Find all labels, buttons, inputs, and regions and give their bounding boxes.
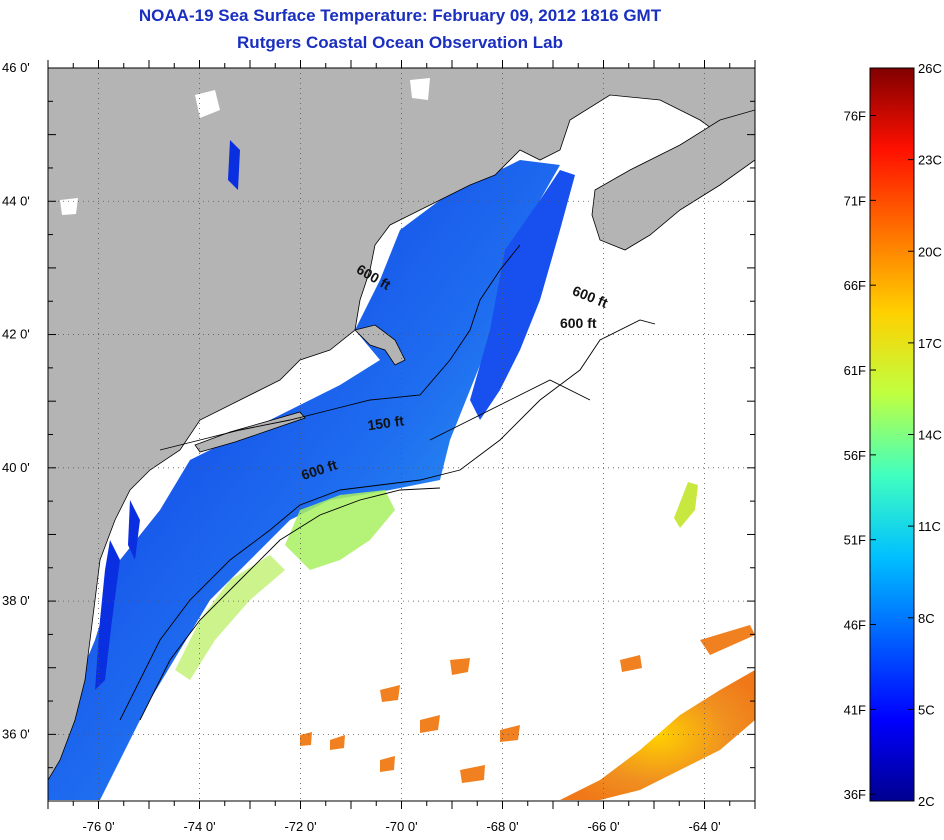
lon-tick-label: -72 0' xyxy=(284,819,316,834)
lon-tick-label: -64 0' xyxy=(688,819,720,834)
sst-slope-band xyxy=(175,555,285,680)
axis-ticks xyxy=(47,60,756,809)
colorbar-celsius-label: 23C xyxy=(918,153,942,168)
colorbar-celsius-label: 11C xyxy=(918,519,941,534)
sst-warm-eddy xyxy=(674,482,698,528)
map-subtitle: Rutgers Coastal Ocean Observation Lab xyxy=(237,33,563,52)
colorbar-fahrenheit-label: 46F xyxy=(844,618,866,633)
colorbar-celsius-label: 5C xyxy=(918,702,935,717)
longitude-labels: -76 0' -74 0' -72 0' -70 0' -68 0' -66 0' -64 … xyxy=(82,819,720,834)
colorbar-fahrenheit-label: 36F xyxy=(844,787,866,802)
lat-tick-label: 44 0' xyxy=(2,193,30,208)
lat-tick-label: 42 0' xyxy=(2,327,30,342)
colorbar-fahrenheit-label: 66F xyxy=(844,278,866,293)
sst-gulf-stream xyxy=(560,670,755,800)
sst-shelf-region xyxy=(48,160,560,800)
lat-tick-label: 40 0' xyxy=(2,460,30,475)
depth-contours xyxy=(119,244,656,721)
ice-or-cloud-patches xyxy=(60,78,600,215)
lon-tick-label: -76 0' xyxy=(82,819,114,834)
colorbar-celsius-label: 26C xyxy=(918,61,942,76)
colorbar-celsius-label: 14C xyxy=(918,428,942,443)
grid-lines xyxy=(48,68,755,801)
colorbar-fahrenheit-label: 61F xyxy=(844,363,866,378)
colorbar-labels: 26C 23C 20C 17C 14C 11C 8C 5C 2C 76F 71F 66F 61F 56F 5… xyxy=(844,61,942,809)
lat-tick-label: 46 0' xyxy=(2,60,30,75)
colorbar-celsius-label: 2C xyxy=(918,794,935,809)
contour-label: 150 ft xyxy=(366,412,405,433)
map-title: NOAA-19 Sea Surface Temperature: Februar… xyxy=(138,6,662,25)
sst-warm-slope-water xyxy=(285,490,395,570)
land-long-island xyxy=(194,411,306,453)
contour-label: 600 ft xyxy=(560,315,597,331)
latitude-labels: 46 0' 44 0' 42 0' 40 0' 38 0' 36 0' xyxy=(2,60,30,741)
land-us-mainland xyxy=(48,68,755,781)
inland-water xyxy=(95,140,240,690)
sst-georges-bank-east xyxy=(470,170,575,420)
colorbar-celsius-label: 17C xyxy=(918,336,942,351)
colorbar-celsius-label: 20C xyxy=(918,244,942,259)
lon-tick-label: -68 0' xyxy=(486,819,518,834)
land-nova-scotia xyxy=(591,109,755,251)
lat-tick-label: 36 0' xyxy=(2,726,30,741)
colorbar xyxy=(869,67,915,802)
colorbar-fahrenheit-label: 51F xyxy=(844,533,866,548)
lon-tick-label: -74 0' xyxy=(183,819,215,834)
lon-tick-label: -70 0' xyxy=(385,819,417,834)
colorbar-fahrenheit-label: 41F xyxy=(844,702,866,717)
colorbar-fahrenheit-label: 71F xyxy=(844,193,866,208)
colorbar-fahrenheit-label: 56F xyxy=(844,448,866,463)
colorbar-fahrenheit-label: 76F xyxy=(844,109,866,124)
colorbar-celsius-label: 8C xyxy=(918,611,935,626)
sst-warm-patches xyxy=(300,625,755,783)
lon-tick-label: -66 0' xyxy=(587,819,619,834)
land-cape-cod xyxy=(354,324,406,366)
lat-tick-label: 38 0' xyxy=(2,593,30,608)
